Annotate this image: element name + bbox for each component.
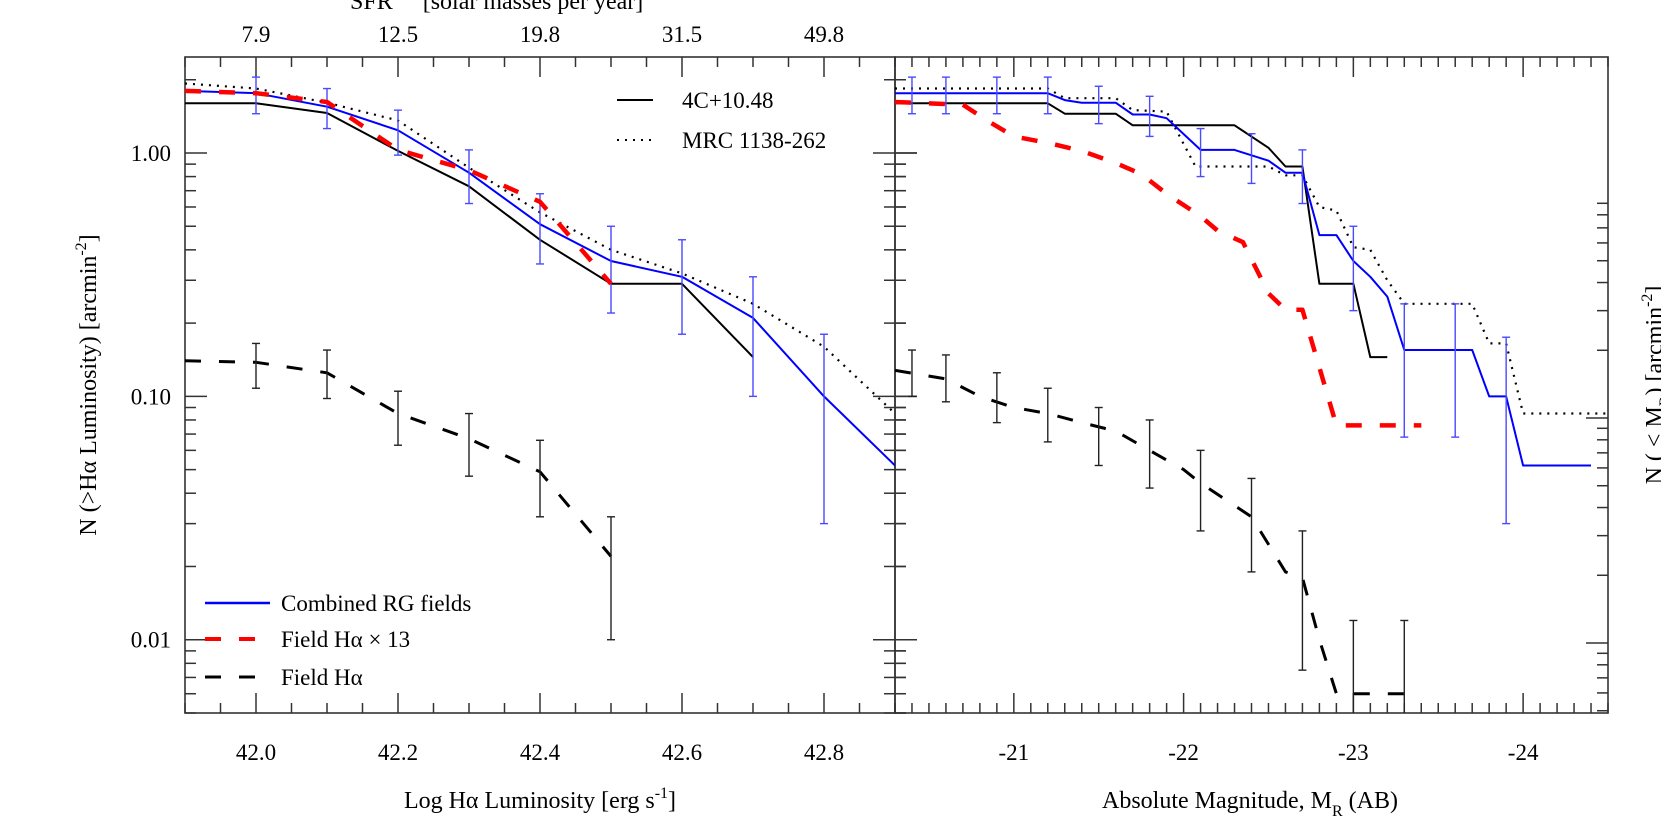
series-line-mrc-1138-262: [895, 87, 1608, 415]
right-panel-axes: -21 -22 -23 -24: [894, 56, 1609, 765]
error-bar-combined-rg-fields: [1502, 336, 1511, 525]
error-bar-field-h: [323, 349, 331, 400]
error-bar-combined-rg-fields: [941, 76, 950, 115]
error-bar-combined-rg-fields: [1145, 95, 1154, 138]
error-bar-field-h: [1247, 477, 1256, 573]
error-bar-combined-rg-fields: [1451, 303, 1460, 438]
error-bar-combined-rg-fields: [1043, 76, 1052, 115]
error-bar-combined-rg-fields: [749, 276, 757, 398]
error-bar-combined-rg-fields: [1196, 127, 1205, 178]
legend-top: 4C+10.48 MRC 1138-262: [617, 88, 826, 153]
error-bar-combined-rg-fields: [992, 76, 1001, 115]
error-bar-combined-rg-fields: [465, 149, 473, 205]
error-bar-field-h: [465, 412, 473, 477]
top-x-tick-label: 31.5: [662, 22, 702, 47]
error-bar-field-h: [536, 439, 544, 518]
left-x-axis-label: Log Hα Luminosity [erg s-1]: [404, 785, 676, 814]
series-line-combined-rg-fields: [895, 92, 1591, 467]
legend-label-mrc: MRC 1138-262: [682, 128, 826, 153]
error-bar-field-h: [252, 342, 260, 389]
x-tick-label: -21: [998, 740, 1029, 765]
error-bar-combined-rg-fields: [607, 225, 615, 314]
error-bar-combined-rg-fields: [1298, 149, 1307, 205]
right-y-axis-label: N ( < MR) [arcmin-2]: [1639, 286, 1661, 485]
x-tick-label: 42.4: [520, 740, 561, 765]
error-bar-combined-rg-fields: [1247, 133, 1256, 185]
right-y-label-mid: ) [arcmin: [1642, 307, 1661, 396]
y-tick-label: 0.01: [131, 628, 171, 653]
x-tick-label: 42.2: [378, 740, 418, 765]
error-bar-field-h: [607, 516, 615, 641]
series-line-4c-10-48: [185, 102, 754, 358]
y-tick-label: 0.10: [131, 384, 171, 409]
left-y-label-sup: -2: [73, 242, 90, 255]
x-tick-label: 42.6: [662, 740, 702, 765]
error-bar-field-h: [907, 349, 916, 398]
error-bar-field-h: [1349, 619, 1358, 713]
top-x-tick-label: 7.9: [242, 22, 271, 47]
error-bar-field-h: [992, 372, 1001, 424]
error-bar-combined-rg-fields: [820, 333, 828, 525]
left-y-axis-label: N (>Hα Luminosity) [arcmin-2]: [73, 234, 102, 535]
left-y-label-end: ]: [76, 234, 102, 242]
series-line-field-h-13: [185, 88, 613, 286]
error-bar-field-h: [1094, 406, 1103, 467]
right-panel-data: [895, 76, 1608, 713]
legend-label-4c: 4C+10.48: [682, 88, 774, 113]
series-line-4c-10-48: [895, 102, 1388, 359]
error-bar-combined-rg-fields: [394, 109, 402, 156]
right-y-label-end: ]: [1642, 286, 1661, 294]
error-bar-combined-rg-fields: [1349, 225, 1358, 312]
legend-label-field: Field Hα: [281, 665, 363, 690]
error-bar-combined-rg-fields: [678, 239, 686, 335]
top-axis-title: SFR [solar masses per year]: [350, 0, 643, 15]
right-x-label-main: Absolute Magnitude, M: [1102, 788, 1332, 814]
error-bar-field-h: [1196, 449, 1205, 532]
left-x-label-main: Log Hα Luminosity [erg s: [404, 788, 655, 814]
legend-bottom: Combined RG fields Field Hα × 13 Field H…: [205, 591, 471, 690]
right-y-label-sup: -2: [1639, 294, 1656, 307]
top-axis-title-sfr: SFR: [350, 0, 393, 15]
top-axis-title-units: [solar masses per year]: [423, 0, 644, 15]
legend-label-combined: Combined RG fields: [281, 591, 471, 616]
x-tick-label: -24: [1508, 740, 1539, 765]
left-panel-data: [185, 76, 895, 641]
right-y-label-main: N ( < M: [1642, 406, 1661, 484]
error-bar-field-h: [941, 354, 950, 403]
error-bar-field-h: [1400, 619, 1409, 713]
right-x-axis-label: Absolute Magnitude, MR (AB): [1102, 788, 1398, 820]
series-line-field-h: [895, 368, 1422, 696]
series-line-field-h: [185, 359, 613, 558]
error-bar-combined-rg-fields: [1400, 303, 1409, 438]
left-x-label-sup: -1: [655, 785, 668, 802]
series-line-field-h-13: [895, 99, 1422, 428]
left-y-label-main: N (>Hα Luminosity) [arcmin: [76, 256, 102, 536]
right-y-label-sub: R: [1657, 395, 1661, 406]
x-tick-label: 42.0: [236, 740, 276, 765]
x-tick-label: -23: [1338, 740, 1369, 765]
error-bar-combined-rg-fields: [1094, 85, 1103, 125]
error-bar-field-h: [1145, 419, 1154, 489]
right-x-label-end: (AB): [1343, 788, 1398, 814]
left-x-label-end: ]: [668, 788, 676, 814]
error-bar-combined-rg-fields: [907, 76, 916, 115]
legend-label-field-scaled: Field Hα × 13: [281, 627, 410, 652]
top-x-tick-label: 49.8: [804, 22, 844, 47]
left-panel-axes: 42.0 42.2 42.4 42.6 42.8 7.9 12.5 19.8 31.5 49.8 1…: [131, 22, 917, 765]
error-bar-field-h: [394, 390, 402, 446]
top-x-tick-label: 12.5: [378, 22, 418, 47]
x-tick-label: -22: [1168, 740, 1199, 765]
error-bar-combined-rg-fields: [536, 193, 544, 265]
error-bar-combined-rg-fields: [323, 87, 331, 130]
top-x-tick-label: 19.8: [520, 22, 560, 47]
x-tick-label: 42.8: [804, 740, 844, 765]
error-bar-field-h: [1043, 387, 1052, 443]
right-x-label-sub: R: [1332, 803, 1343, 820]
y-tick-label: 1.00: [131, 141, 171, 166]
error-bar-field-h: [1298, 530, 1307, 671]
